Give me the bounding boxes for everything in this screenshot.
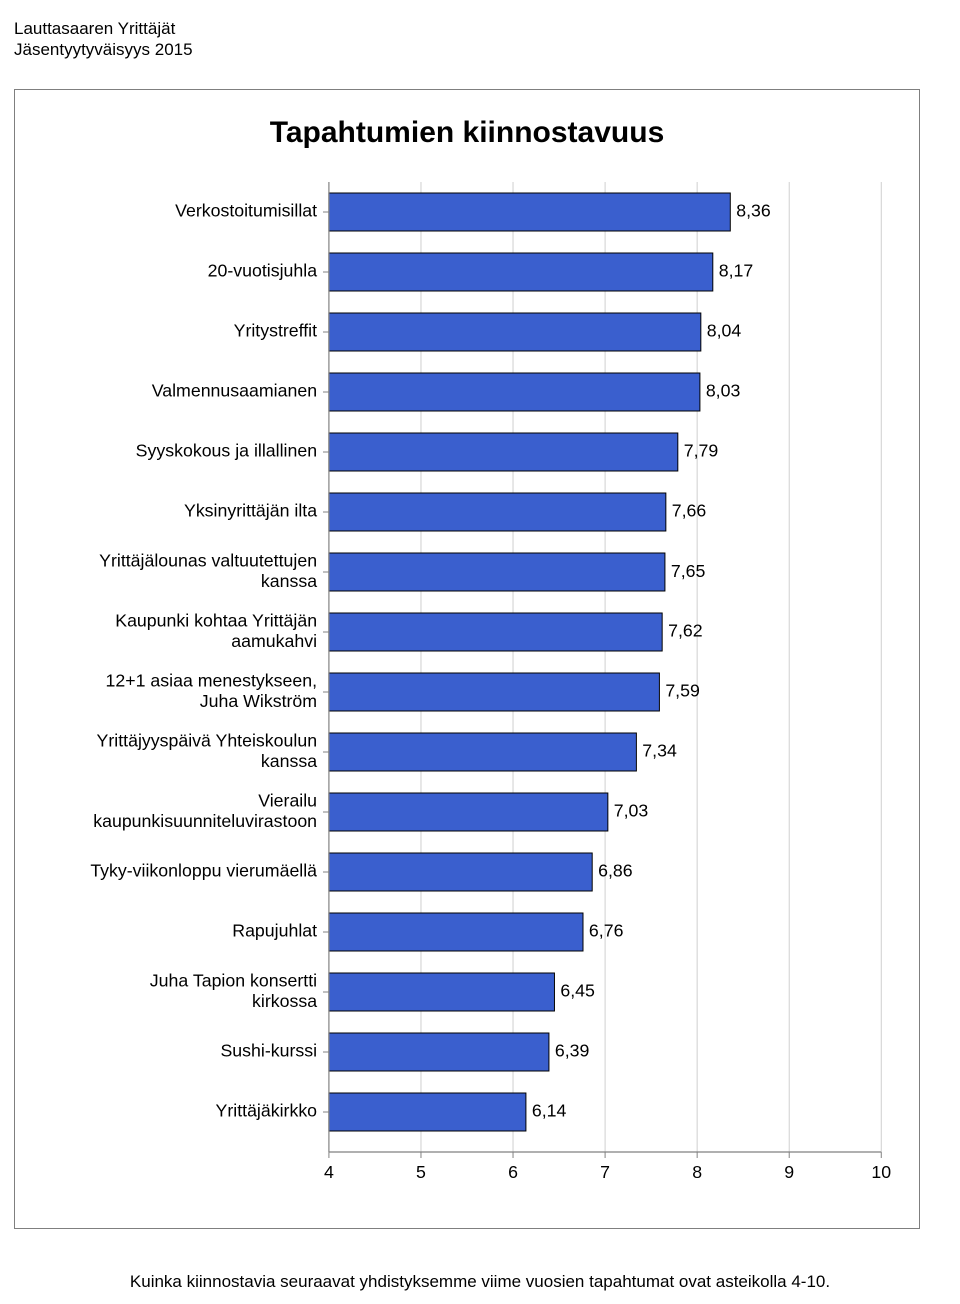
category-label: aamukahvi bbox=[231, 630, 317, 650]
value-label: 6,86 bbox=[598, 860, 633, 880]
category-label: kanssa bbox=[261, 750, 317, 770]
value-label: 6,45 bbox=[560, 980, 595, 1000]
x-tick-label: 10 bbox=[871, 1161, 891, 1181]
category-label: Yrittäjälounas valtuutettujen bbox=[99, 550, 317, 570]
bar bbox=[329, 553, 665, 591]
value-label: 7,03 bbox=[614, 800, 649, 820]
bar bbox=[329, 253, 713, 291]
x-tick-label: 8 bbox=[692, 1161, 702, 1181]
value-label: 8,17 bbox=[719, 260, 754, 280]
category-label: 20-vuotisjuhla bbox=[208, 260, 318, 280]
x-tick-label: 5 bbox=[416, 1161, 426, 1181]
bar bbox=[329, 793, 608, 831]
value-label: 7,34 bbox=[642, 740, 677, 760]
bar-chart: Verkostoitumisillat 8,36 20-vuotisjuhla 8,1… bbox=[33, 172, 901, 1192]
category-label: Tyky-viikonloppu vierumäellä bbox=[90, 860, 317, 880]
category-label: Yksinyrittäjän ilta bbox=[184, 500, 317, 520]
bar bbox=[329, 1033, 549, 1071]
category-label: Yrittäjäkirkko bbox=[216, 1100, 318, 1120]
category-label: Syyskokous ja illallinen bbox=[136, 440, 317, 460]
value-label: 8,36 bbox=[736, 200, 771, 220]
bar bbox=[329, 373, 700, 411]
bar bbox=[329, 853, 592, 891]
category-label: Verkostoitumisillat bbox=[175, 200, 317, 220]
category-label: kirkossa bbox=[252, 990, 317, 1010]
category-label: Rapujuhlat bbox=[232, 920, 317, 940]
x-tick-label: 9 bbox=[784, 1161, 794, 1181]
category-label: Juha Tapion konsertti bbox=[150, 970, 317, 990]
value-label: 7,62 bbox=[668, 620, 703, 640]
x-tick-label: 6 bbox=[508, 1161, 518, 1181]
x-tick-label: 4 bbox=[324, 1161, 334, 1181]
chart-card: Tapahtumien kiinnostavuus Verkostoitumis… bbox=[14, 89, 920, 1229]
bar bbox=[329, 433, 678, 471]
bar bbox=[329, 313, 701, 351]
bar bbox=[329, 973, 555, 1011]
bar bbox=[329, 193, 730, 231]
bar bbox=[329, 1093, 526, 1131]
category-label: Yrittäjyyspäivä Yhteiskoulun bbox=[97, 730, 318, 750]
header-line-1: Lauttasaaren Yrittäjät bbox=[14, 18, 920, 39]
value-label: 6,39 bbox=[555, 1040, 590, 1060]
page: Lauttasaaren Yrittäjät Jäsentyytyväisyys… bbox=[0, 0, 960, 1304]
value-label: 7,66 bbox=[672, 500, 707, 520]
category-label: Kaupunki kohtaa Yrittäjän bbox=[115, 610, 317, 630]
category-label: kanssa bbox=[261, 570, 317, 590]
value-label: 7,79 bbox=[684, 440, 719, 460]
category-label: 12+1 asiaa menestykseen, bbox=[106, 670, 318, 690]
category-label: Juha Wikström bbox=[200, 690, 317, 710]
chart-area: Verkostoitumisillat 8,36 20-vuotisjuhla 8,1… bbox=[33, 172, 901, 1192]
value-label: 8,03 bbox=[706, 380, 741, 400]
category-label: kaupunkisuunniteluvirastoon bbox=[93, 810, 317, 830]
footer-note: Kuinka kiinnostavia seuraavat yhdistykse… bbox=[0, 1272, 960, 1292]
category-label: Yritystreffit bbox=[234, 320, 317, 340]
category-label: Valmennusaamianen bbox=[152, 380, 317, 400]
category-label: Sushi-kurssi bbox=[220, 1040, 317, 1060]
category-label: Vierailu bbox=[258, 790, 317, 810]
chart-title: Tapahtumien kiinnostavuus bbox=[33, 116, 901, 150]
value-label: 6,76 bbox=[589, 920, 624, 940]
bar bbox=[329, 733, 636, 771]
value-label: 7,59 bbox=[665, 680, 700, 700]
value-label: 7,65 bbox=[671, 560, 706, 580]
bar bbox=[329, 913, 583, 951]
x-tick-label: 7 bbox=[600, 1161, 610, 1181]
value-label: 8,04 bbox=[707, 320, 742, 340]
bar bbox=[329, 493, 666, 531]
value-label: 6,14 bbox=[532, 1100, 567, 1120]
bar bbox=[329, 673, 659, 711]
header-line-2: Jäsentyytyväisyys 2015 bbox=[14, 39, 920, 60]
bar bbox=[329, 613, 662, 651]
